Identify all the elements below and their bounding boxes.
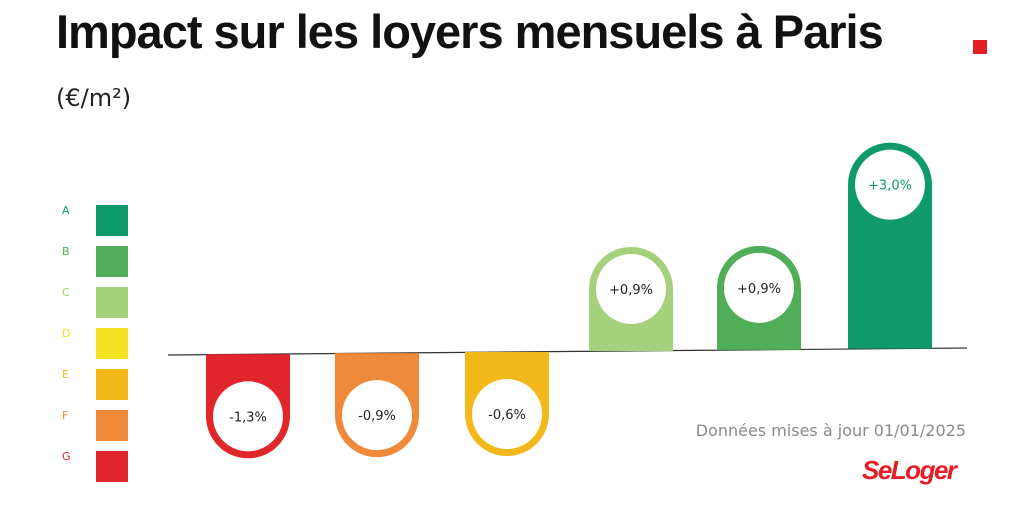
legend-label-g: G bbox=[62, 450, 71, 463]
legend-swatch-g bbox=[96, 451, 128, 482]
bar-label-bubble-c bbox=[596, 253, 666, 324]
legend-label-d: D bbox=[62, 327, 70, 340]
legend-swatch-e bbox=[96, 369, 128, 400]
bars-group: -1,3% -0,9% -0,6% +0,9% +0,9% +3,0% bbox=[206, 142, 932, 459]
data-label-e: -0,6% bbox=[488, 408, 526, 423]
legend-swatch-a bbox=[96, 205, 128, 236]
data-label-f: -0,9% bbox=[358, 409, 396, 424]
legend-label-f: F bbox=[62, 409, 68, 422]
seloger-logo: SeLoger bbox=[862, 455, 957, 485]
title-accent-square bbox=[973, 40, 987, 54]
bar-label-bubble-b bbox=[724, 252, 794, 323]
energy-class-legend: A B C D E F G bbox=[62, 204, 128, 482]
chart-baseline bbox=[167, 347, 968, 356]
bar-label-bubble-e bbox=[472, 379, 542, 450]
legend-swatch-b bbox=[96, 246, 128, 277]
bar-label-bubble-g bbox=[213, 381, 283, 452]
legend-label-e: E bbox=[62, 368, 69, 381]
bar-label-bubble-f bbox=[342, 380, 412, 451]
update-note: Données mises à jour 01/01/2025 bbox=[695, 421, 966, 440]
chart-title: Impact sur les loyers mensuels à Paris bbox=[56, 5, 884, 58]
chart-subtitle: (€/m²) bbox=[56, 84, 132, 112]
legend-swatch-f bbox=[96, 410, 128, 441]
legend-label-a: A bbox=[62, 204, 70, 217]
legend-swatch-d bbox=[96, 328, 128, 359]
data-label-a: +3,0% bbox=[868, 179, 912, 194]
legend-swatch-c bbox=[96, 287, 128, 318]
bar-label-bubble-a bbox=[855, 149, 925, 220]
data-label-g: -1,3% bbox=[229, 410, 267, 425]
data-label-b: +0,9% bbox=[737, 282, 781, 297]
legend-label-b: B bbox=[62, 245, 70, 258]
data-label-c: +0,9% bbox=[609, 283, 653, 298]
legend-label-c: C bbox=[62, 286, 70, 299]
